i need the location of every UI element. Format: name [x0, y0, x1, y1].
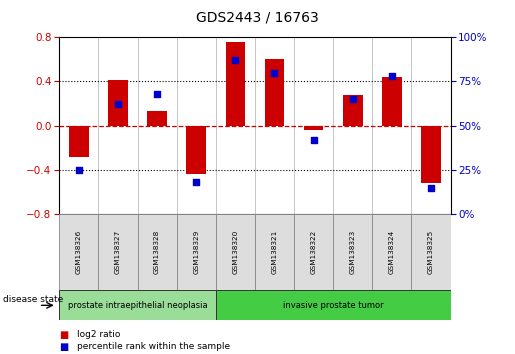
Text: GSM138329: GSM138329 [193, 230, 199, 274]
Bar [216, 214, 255, 290]
Point [75, 167, 83, 173]
Bar [333, 214, 372, 290]
Bar [186, 126, 206, 175]
Text: GSM138328: GSM138328 [154, 230, 160, 274]
Bar [98, 214, 138, 290]
Bar [411, 214, 451, 290]
Text: percentile rank within the sample: percentile rank within the sample [77, 342, 230, 352]
Bar [421, 126, 441, 183]
Bar [59, 214, 98, 290]
Text: GSM138325: GSM138325 [428, 230, 434, 274]
Text: invasive prostate tumor: invasive prostate tumor [283, 301, 384, 310]
Point [349, 96, 357, 102]
Text: GSM138323: GSM138323 [350, 230, 356, 274]
Bar [147, 111, 167, 126]
Bar [216, 290, 451, 320]
Bar [343, 95, 363, 126]
Bar [108, 80, 128, 126]
Bar [138, 214, 177, 290]
Bar [294, 214, 333, 290]
Bar [177, 214, 216, 290]
Text: GSM138321: GSM138321 [271, 230, 278, 274]
Text: GSM138327: GSM138327 [115, 230, 121, 274]
Text: GSM138322: GSM138322 [311, 230, 317, 274]
Bar [372, 214, 411, 290]
Text: ■: ■ [59, 342, 68, 352]
Text: prostate intraepithelial neoplasia: prostate intraepithelial neoplasia [67, 301, 208, 310]
Bar [226, 42, 245, 126]
Point [114, 102, 122, 107]
Text: GSM138324: GSM138324 [389, 230, 395, 274]
Point [427, 185, 435, 190]
Point [153, 91, 161, 97]
Text: ■: ■ [59, 330, 68, 339]
Bar [69, 126, 89, 156]
Bar [304, 126, 323, 130]
Bar [255, 214, 294, 290]
Bar [265, 59, 284, 126]
Point [310, 137, 318, 143]
Bar [382, 77, 402, 126]
Bar [59, 290, 216, 320]
Text: GSM138326: GSM138326 [76, 230, 82, 274]
Point [192, 179, 200, 185]
Text: log2 ratio: log2 ratio [77, 330, 121, 339]
Point [388, 73, 396, 79]
Text: GDS2443 / 16763: GDS2443 / 16763 [196, 11, 319, 25]
Point [270, 70, 279, 75]
Point [231, 57, 239, 63]
Text: GSM138320: GSM138320 [232, 230, 238, 274]
Text: disease state: disease state [3, 295, 63, 303]
